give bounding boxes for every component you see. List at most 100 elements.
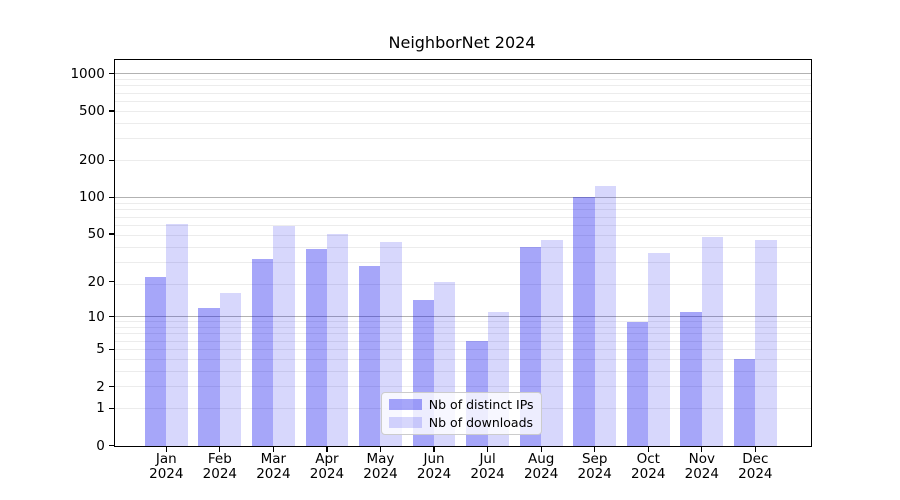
bar-distinct-ips (305, 248, 327, 446)
bar-distinct-ips (144, 276, 167, 446)
y-tick-label: 1000 (70, 65, 105, 82)
x-tick-label: Aug 2024 (523, 450, 559, 483)
x-tick-label: Jun 2024 (416, 450, 452, 483)
y-tick-label: 10 (87, 308, 105, 325)
legend-label-distinct-ips: Nb of distinct IPs (428, 396, 534, 412)
y-tick-label: 100 (79, 189, 105, 206)
minor-gridline (114, 386, 811, 388)
x-tick-label: Dec 2024 (738, 450, 773, 483)
y-tick-mark (108, 386, 114, 388)
y-tick-mark (108, 73, 114, 75)
y-tick-label: 2 (96, 378, 105, 395)
x-tick-mark (754, 447, 756, 453)
minor-gridline (114, 92, 811, 94)
legend-label-downloads: Nb of downloads (428, 414, 534, 430)
y-tick-mark (108, 159, 114, 161)
bar-distinct-ips (680, 311, 702, 446)
bar-downloads (219, 293, 242, 446)
x-tick-label: Oct 2024 (631, 450, 666, 483)
x-tick-label: Feb 2024 (202, 450, 238, 483)
x-tick-mark (165, 447, 167, 453)
bar-distinct-ips (733, 359, 756, 446)
minor-gridline (114, 202, 811, 204)
y-tick-label: 5 (96, 341, 105, 358)
x-tick-mark (219, 447, 221, 453)
minor-gridline (114, 216, 811, 218)
major-gridline (114, 316, 811, 318)
y-tick-mark (108, 316, 114, 318)
x-tick-mark (379, 447, 382, 453)
bar-downloads (273, 226, 295, 446)
minor-gridline (114, 370, 811, 372)
y-tick-label: 50 (87, 226, 105, 243)
y-tick-mark (108, 110, 114, 112)
minor-gridline (114, 122, 811, 124)
minor-gridline (114, 348, 811, 350)
x-tick-mark (594, 447, 596, 453)
minor-gridline (114, 159, 811, 161)
x-tick-label: May 2024 (363, 450, 398, 483)
minor-gridline (114, 110, 811, 112)
y-tick-mark (108, 445, 114, 447)
bar-downloads (326, 234, 349, 446)
chart-title: NeighborNet 2024 (388, 33, 536, 52)
bar-distinct-ips (198, 307, 220, 446)
minor-gridline (114, 246, 811, 248)
x-tick-mark (433, 447, 435, 453)
x-tick-label: Jul 2024 (470, 450, 505, 483)
minor-gridline (114, 340, 811, 342)
y-tick-label: 500 (79, 103, 105, 120)
x-tick-label: Nov 2024 (684, 450, 719, 483)
x-tick-mark (326, 447, 328, 453)
bar-downloads (648, 252, 670, 446)
y-tick-mark (108, 348, 114, 350)
y-tick-mark (108, 196, 114, 198)
minor-gridline (114, 321, 811, 323)
plot-area: Nb of distinct IPs Nb of downloads 0 1 2 5 1… (70, 58, 812, 482)
x-tick-mark (272, 447, 274, 453)
minor-gridline (114, 358, 811, 360)
bar-downloads (594, 185, 617, 446)
bar-distinct-ips (573, 197, 595, 446)
legend-swatch-downloads (388, 416, 422, 429)
minor-gridline (114, 283, 811, 285)
bar-downloads (166, 223, 188, 446)
major-gridline (114, 73, 811, 75)
minor-gridline (114, 138, 811, 140)
minor-gridline (114, 333, 811, 335)
minor-gridline (114, 78, 811, 80)
y-tick-mark (108, 281, 114, 283)
minor-gridline (114, 262, 811, 264)
legend-item-distinct-ips: Nb of distinct IPs (388, 396, 534, 412)
bar-distinct-ips (626, 321, 649, 446)
major-gridline (114, 196, 811, 198)
bar-downloads (755, 239, 777, 446)
minor-gridline (114, 234, 811, 236)
bar-distinct-ips (359, 266, 381, 446)
x-tick-mark (486, 447, 489, 453)
y-tick-label: 200 (79, 152, 105, 169)
bar-downloads (541, 239, 563, 446)
x-tick-mark (540, 447, 542, 453)
minor-gridline (114, 326, 811, 328)
x-tick-mark (647, 447, 649, 453)
minor-gridline (114, 85, 811, 87)
legend-swatch-distinct-ips (388, 398, 422, 411)
x-tick-label: Mar 2024 (256, 450, 291, 483)
legend: Nb of distinct IPs Nb of downloads (380, 391, 542, 435)
legend-item-downloads: Nb of downloads (388, 414, 534, 430)
x-tick-label: Apr 2024 (309, 450, 345, 483)
minor-gridline (114, 224, 811, 226)
y-tick-label: 20 (87, 273, 105, 290)
y-tick-label: 0 (96, 437, 105, 454)
x-tick-label: Jan 2024 (149, 450, 184, 483)
minor-gridline (114, 209, 811, 211)
x-tick-label: Sep 2024 (577, 450, 612, 483)
y-tick-mark (108, 407, 114, 410)
y-tick-mark (108, 233, 114, 235)
x-tick-mark (701, 447, 703, 453)
minor-gridline (114, 100, 811, 102)
bar-downloads (701, 237, 724, 446)
y-tick-label: 1 (96, 400, 105, 417)
